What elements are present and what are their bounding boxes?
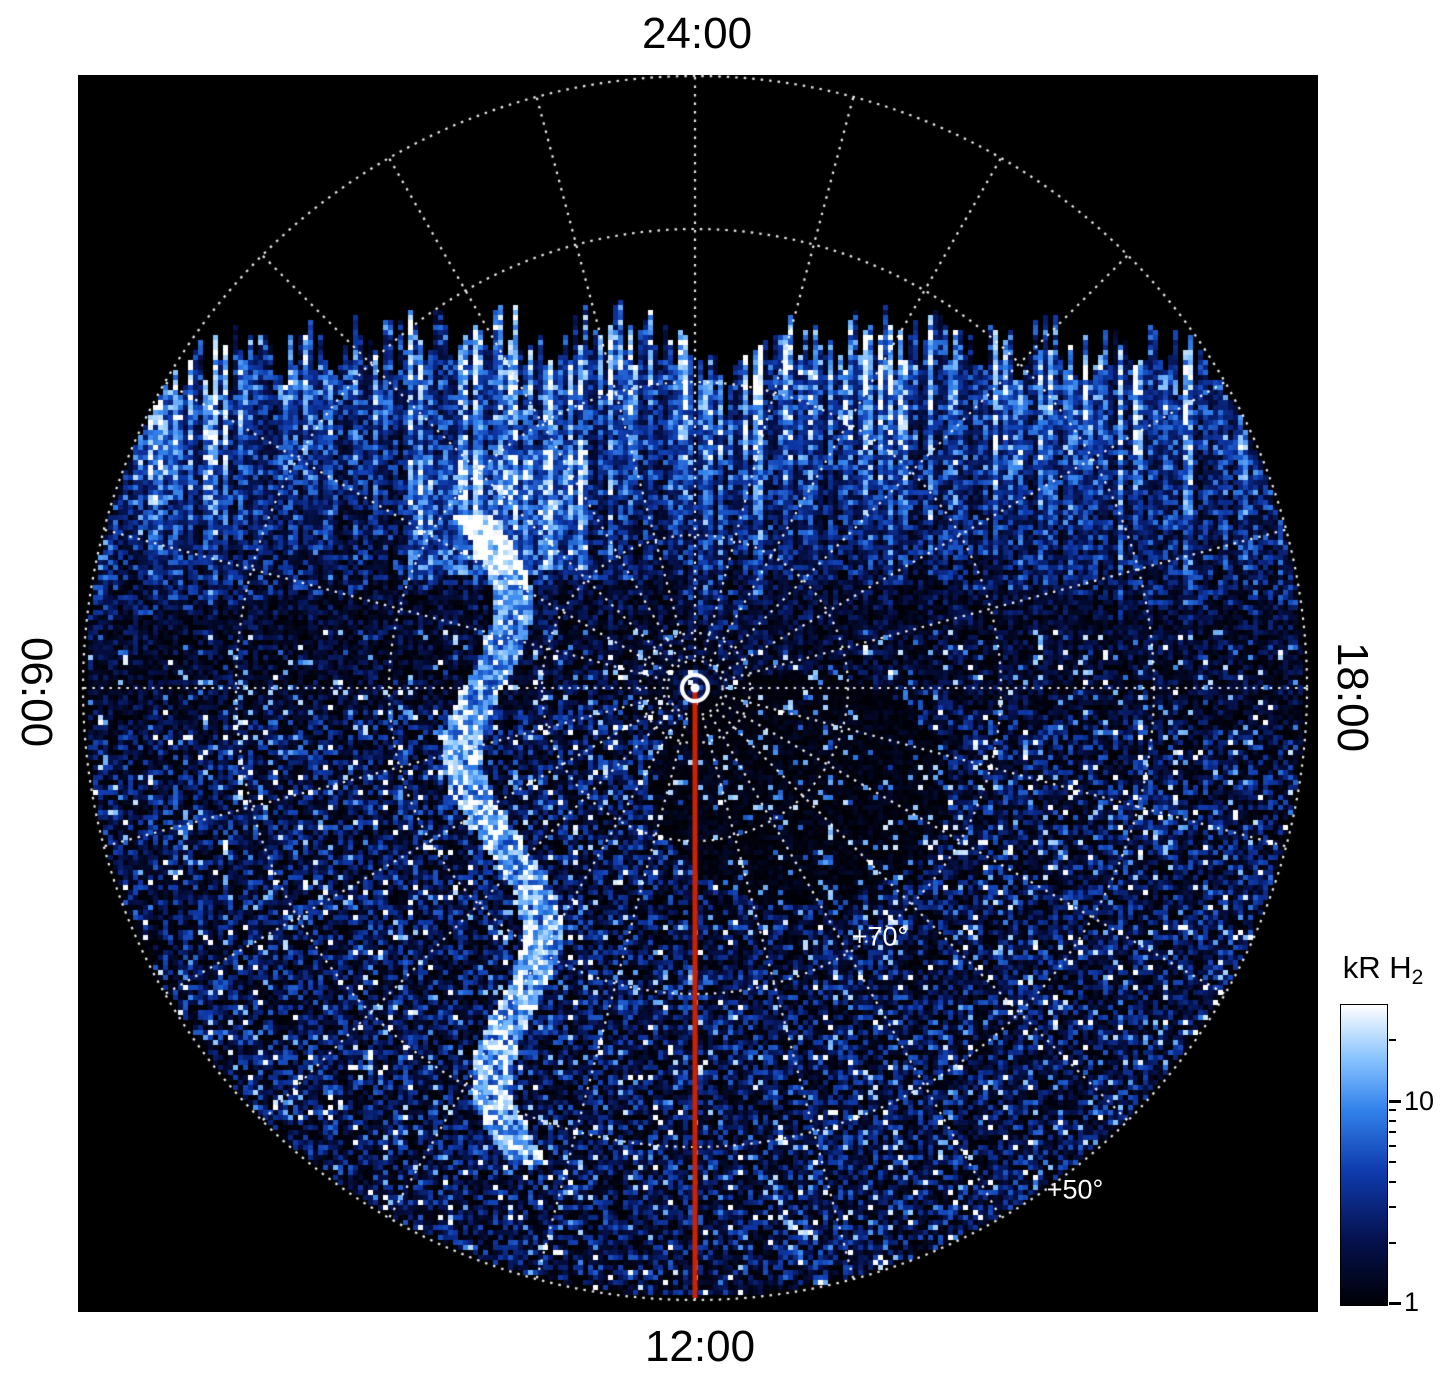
colorbar-tick	[1389, 1241, 1396, 1244]
colorbar-title: kR H2	[1316, 950, 1447, 990]
colorbar-tick	[1389, 1109, 1396, 1112]
colorbar-tick	[1389, 1302, 1401, 1305]
colorbar-title-subscript: 2	[1411, 966, 1424, 989]
colorbar-tick	[1389, 1206, 1396, 1209]
colorbar-tick	[1389, 1161, 1396, 1164]
colorbar-tick	[1389, 1119, 1396, 1122]
polar-plot-panel: +70° +50°	[78, 75, 1318, 1312]
time-label-1800: 18:00	[1328, 641, 1377, 753]
colorbar-tick	[1389, 1099, 1401, 1103]
colorbar-tick-label-1: 1	[1404, 1287, 1420, 1317]
latitude-ring-label-50: +50°	[1046, 1174, 1104, 1205]
time-label-0600: 06:00	[12, 636, 61, 748]
latitude-ring-label-70: +70°	[851, 921, 909, 952]
colorbar-tick-layer	[1389, 1004, 1405, 1305]
colorbar-tick	[1389, 1180, 1396, 1183]
colorbar-tick	[1389, 1131, 1396, 1134]
time-label-1200: 12:00	[644, 1322, 756, 1371]
polar-heatmap-canvas	[78, 75, 1318, 1312]
colorbar: 10 1	[1340, 1004, 1447, 1317]
colorbar-title-main: kR H	[1342, 950, 1412, 985]
colorbar-tick	[1389, 1144, 1396, 1147]
colorbar-gradient	[1340, 1004, 1388, 1306]
colorbar-tick-label-10: 10	[1404, 1085, 1435, 1116]
time-label-2400: 24:00	[641, 9, 753, 58]
colorbar-tick	[1389, 1038, 1396, 1041]
